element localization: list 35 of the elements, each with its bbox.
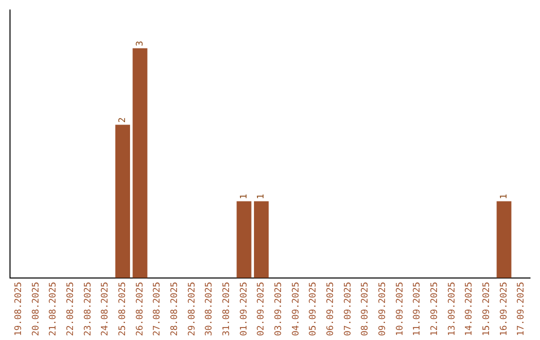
x-tick-label: 08.09.2025 <box>360 282 371 336</box>
x-tick-label: 13.09.2025 <box>447 282 458 336</box>
data-label: 2 <box>118 117 128 123</box>
x-tick-label: 04.09.2025 <box>291 282 302 336</box>
data-label: 1 <box>499 194 510 200</box>
x-tick-label: 26.08.2025 <box>135 282 146 336</box>
data-label: 1 <box>256 194 267 200</box>
x-tick-label: 22.08.2025 <box>66 282 76 336</box>
x-tick-label: 07.09.2025 <box>343 282 354 336</box>
data-label: 1 <box>239 194 250 200</box>
x-tick-label: 21.08.2025 <box>48 282 59 336</box>
x-tick-label: 05.09.2025 <box>308 282 319 336</box>
x-tick-label: 24.08.2025 <box>100 282 111 336</box>
x-tick-label: 19.08.2025 <box>14 282 24 336</box>
x-tick-label: 10.09.2025 <box>395 282 406 336</box>
x-tick-label: 31.08.2025 <box>222 282 232 336</box>
x-tick-label: 17.09.2025 <box>516 282 527 336</box>
x-tick-label: 23.08.2025 <box>83 282 94 336</box>
x-tick-label: 03.09.2025 <box>274 282 284 336</box>
data-label: 3 <box>135 40 146 46</box>
x-tick-label: 16.09.2025 <box>499 282 510 336</box>
x-tick-label: 27.08.2025 <box>152 282 163 336</box>
x-tick-label: 09.09.2025 <box>378 282 388 336</box>
x-tick-label: 20.08.2025 <box>31 282 42 336</box>
x-tick-label: 28.08.2025 <box>170 282 180 336</box>
x-tick-label: 01.09.2025 <box>239 282 250 336</box>
x-tick-label: 30.08.2025 <box>204 282 215 336</box>
x-tick-label: 14.09.2025 <box>464 282 475 336</box>
x-tick-label: 15.09.2025 <box>482 282 492 336</box>
x-tick-label: 11.09.2025 <box>412 282 423 336</box>
x-tick-label: 12.09.2025 <box>430 282 440 336</box>
x-tick-label: 06.09.2025 <box>326 282 336 336</box>
x-tick-label: 29.08.2025 <box>187 282 198 336</box>
x-tick-label: 25.08.2025 <box>118 282 128 336</box>
x-tick-label: 02.09.2025 <box>256 282 267 336</box>
